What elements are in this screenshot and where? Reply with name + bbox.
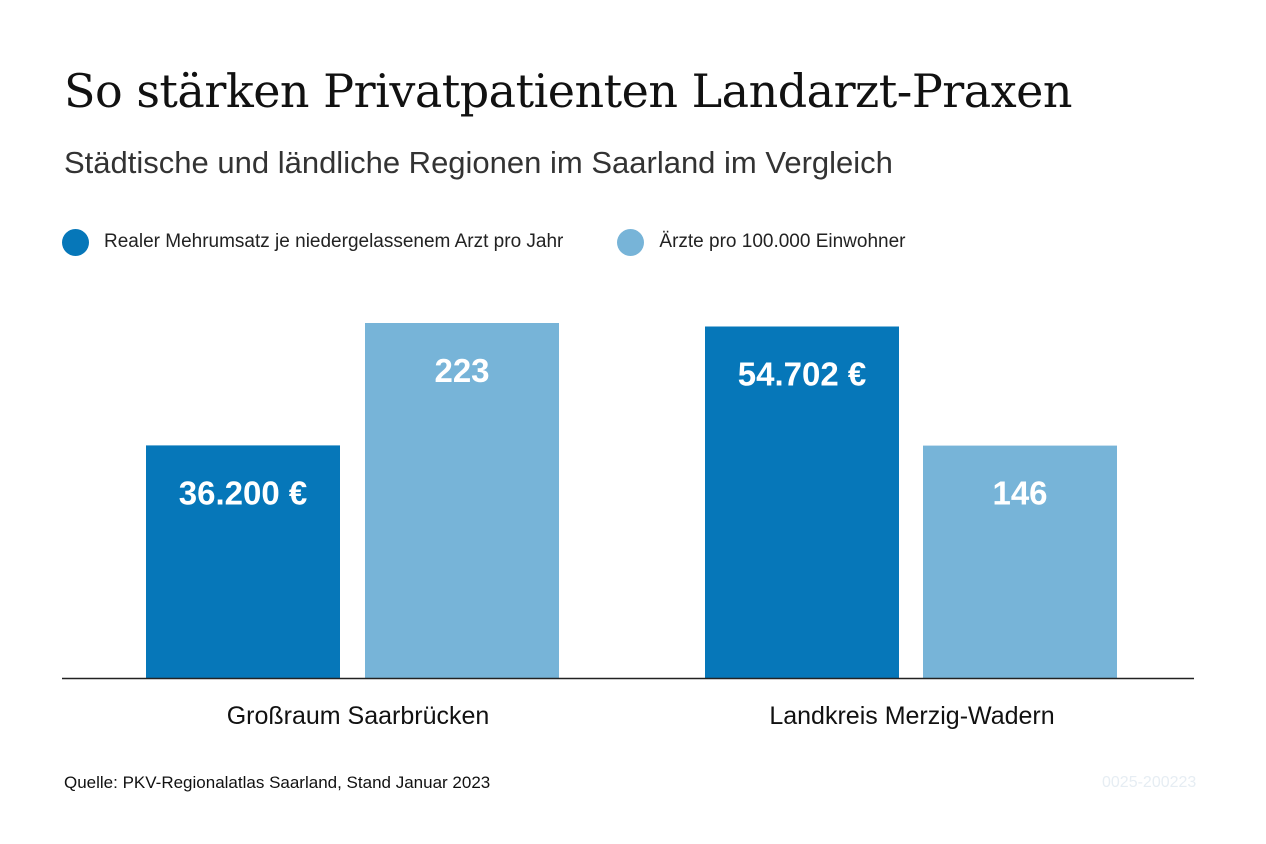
category-label-2: Landkreis Merzig-Wadern <box>769 702 1054 730</box>
legend: Realer Mehrumsatz je niedergelassenem Ar… <box>62 228 960 256</box>
bar-series1-grossraum-saarbruecken <box>146 445 340 678</box>
legend-swatch-dark <box>62 228 89 256</box>
bar-label-series2-grossraum-saarbruecken: 223 <box>434 352 489 389</box>
source-note: Quelle: PKV-Regionalatlas Saarland, Stan… <box>64 773 491 792</box>
chart-subtitle: Städtische und ländliche Regionen im Saa… <box>64 145 893 180</box>
bar-label-series1-landkreis-merzig-wadern: 54.702 € <box>738 356 866 393</box>
bar-label-series1-grossraum-saarbruecken: 36.200 € <box>179 474 307 511</box>
legend-label-aerzte: Ärzte pro 100.000 Einwohner <box>659 231 906 252</box>
legend-item-mehrumsatz: Realer Mehrumsatz je niedergelassenem Ar… <box>62 228 564 256</box>
category-label-1: Großraum Saarbrücken <box>227 702 490 730</box>
bar-label-series2-landkreis-merzig-wadern: 146 <box>992 475 1047 512</box>
bar-series2-landkreis-merzig-wadern <box>923 445 1117 678</box>
legend-swatch-light <box>617 228 645 256</box>
bar-series1-landkreis-merzig-wadern <box>705 326 899 678</box>
bar-series2-grossraum-saarbruecken <box>365 323 559 678</box>
legend-label-mehrumsatz: Realer Mehrumsatz je niedergelassenem Ar… <box>104 231 564 252</box>
graphic-id: 0025-200223 <box>1102 774 1197 791</box>
chart-title: So stärken Privatpatienten Landarzt-Prax… <box>64 64 1072 118</box>
legend-item-aerzte: Ärzte pro 100.000 Einwohner <box>617 228 906 256</box>
